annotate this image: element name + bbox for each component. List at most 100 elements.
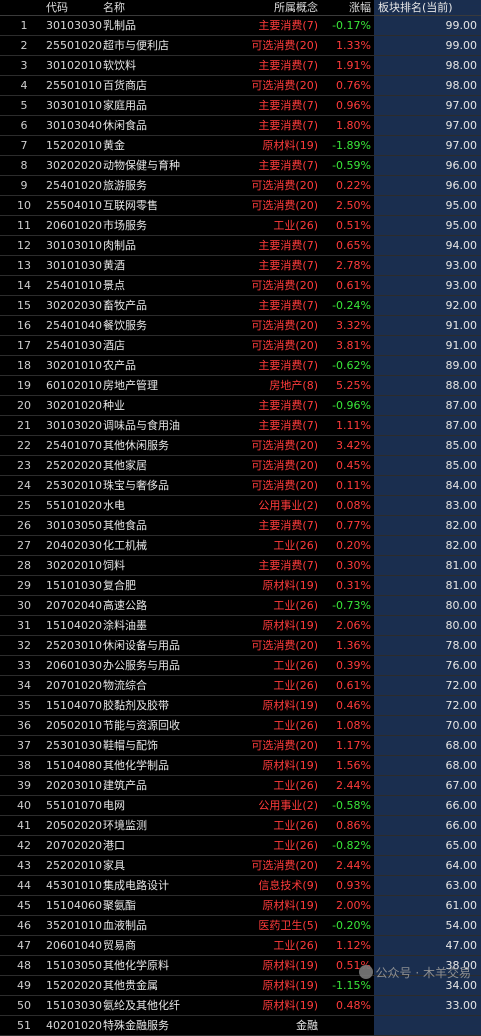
table-row[interactable]: 26 30103050 其他食品 主要消费(7) 0.77% 82.00 (0, 516, 481, 536)
table-row[interactable]: 24 25302010 珠宝与奢侈品 可选消费(20) 0.11% 84.00 (0, 476, 481, 496)
table-row[interactable]: 19 60102010 房地产管理 房地产(8) 5.25% 88.00 (0, 376, 481, 396)
row-category: 可选消费(20) (251, 39, 318, 52)
row-code: 15202020 (46, 979, 102, 992)
header-change[interactable]: 涨幅 (349, 1, 371, 14)
row-index: 1 (20, 19, 28, 32)
table-row[interactable]: 13 30101030 黄酒 主要消费(7) 2.78% 93.00 (0, 256, 481, 276)
table-row[interactable]: 37 25301030 鞋帽与配饰 可选消费(20) 1.17% 68.00 (0, 736, 481, 756)
table-row[interactable]: 7 15202010 黄金 原材料(19) -1.89% 97.00 (0, 136, 481, 156)
table-row[interactable]: 40 55101070 电网 公用事业(2) -0.58% 66.00 (0, 796, 481, 816)
table-row[interactable]: 46 35201010 血液制品 医药卫生(5) -0.20% 54.00 (0, 916, 481, 936)
table-row[interactable]: 50 15103030 氨纶及其他化纤 原材料(19) 0.48% 33.00 (0, 996, 481, 1016)
row-code: 30101030 (46, 259, 102, 272)
row-code: 25401040 (46, 319, 102, 332)
table-row[interactable]: 2 25501020 超市与便利店 可选消费(20) 1.33% 99.00 (0, 36, 481, 56)
header-code[interactable]: 代码 (46, 1, 68, 14)
table-row[interactable]: 35 15104070 胶黏剂及胶带 原材料(19) 0.46% 72.00 (0, 696, 481, 716)
row-category: 公用事业(2) (258, 499, 318, 512)
table-row[interactable]: 38 15104080 其他化学制品 原材料(19) 1.56% 68.00 (0, 756, 481, 776)
table-row[interactable]: 29 15101030 复合肥 原材料(19) 0.31% 81.00 (0, 576, 481, 596)
row-category: 可选消费(20) (251, 179, 318, 192)
row-code: 15104070 (46, 699, 102, 712)
table-row[interactable]: 12 30103010 肉制品 主要消费(7) 0.65% 94.00 (0, 236, 481, 256)
table-row[interactable]: 41 20502020 环境监测 工业(26) 0.86% 66.00 (0, 816, 481, 836)
table-row[interactable]: 15 30202030 畜牧产品 主要消费(7) -0.24% 92.00 (0, 296, 481, 316)
table-row[interactable]: 48 15103050 其他化学原料 原材料(19) 0.51% 38.00 (0, 956, 481, 976)
table-row[interactable]: 32 25203010 休闲设备与用品 可选消费(20) 1.36% 78.00 (0, 636, 481, 656)
row-index: 11 (17, 219, 31, 232)
row-index: 5 (20, 99, 28, 112)
table-row[interactable]: 6 30103040 休闲食品 主要消费(7) 1.80% 97.00 (0, 116, 481, 136)
table-row[interactable]: 31 15104020 涂料油墨 原材料(19) 2.06% 80.00 (0, 616, 481, 636)
row-rank: 82.00 (374, 536, 481, 555)
row-index: 47 (17, 939, 31, 952)
row-code: 25401010 (46, 279, 102, 292)
table-row[interactable]: 9 25401020 旅游服务 可选消费(20) 0.22% 96.00 (0, 176, 481, 196)
row-change: 1.17% (336, 739, 371, 752)
row-rank: 67.00 (374, 776, 481, 795)
table-row[interactable]: 25 55101020 水电 公用事业(2) 0.08% 83.00 (0, 496, 481, 516)
table-row[interactable]: 14 25401010 景点 可选消费(20) 0.61% 93.00 (0, 276, 481, 296)
table-row[interactable]: 33 20601030 办公服务与用品 工业(26) 0.39% 76.00 (0, 656, 481, 676)
table-row[interactable]: 4 25501010 百货商店 可选消费(20) 0.76% 98.00 (0, 76, 481, 96)
row-rank: 82.00 (374, 516, 481, 535)
row-code: 30103050 (46, 519, 102, 532)
row-category: 公用事业(2) (258, 799, 318, 812)
row-category: 主要消费(7) (258, 239, 318, 252)
table-row[interactable]: 22 25401070 其他休闲服务 可选消费(20) 3.42% 85.00 (0, 436, 481, 456)
table-row[interactable]: 28 30202010 饲料 主要消费(7) 0.30% 81.00 (0, 556, 481, 576)
row-index: 2 (20, 39, 28, 52)
row-code: 20402030 (46, 539, 102, 552)
table-row[interactable]: 20 30201020 种业 主要消费(7) -0.96% 87.00 (0, 396, 481, 416)
row-rank: 81.00 (374, 576, 481, 595)
row-change: 3.32% (336, 319, 371, 332)
table-row[interactable]: 34 20701020 物流综合 工业(26) 0.61% 72.00 (0, 676, 481, 696)
header-rank[interactable]: 板块排名(当前) (374, 0, 481, 15)
table-row[interactable]: 1 30103030 乳制品 主要消费(7) -0.17% 99.00 (0, 16, 481, 36)
table-row[interactable]: 49 15202020 其他贵金属 原材料(19) -1.15% 34.00 (0, 976, 481, 996)
table-row[interactable]: 51 40201020 特殊金融服务 金融 (0, 1016, 481, 1036)
table-row[interactable]: 30 20702040 高速公路 工业(26) -0.73% 80.00 (0, 596, 481, 616)
row-rank: 72.00 (374, 676, 481, 695)
table-row[interactable]: 36 20502010 节能与资源回收 工业(26) 1.08% 70.00 (0, 716, 481, 736)
table-row[interactable]: 45 15104060 聚氨酯 原材料(19) 2.00% 61.00 (0, 896, 481, 916)
table-row[interactable]: 5 30301010 家庭用品 主要消费(7) 0.96% 97.00 (0, 96, 481, 116)
row-index: 22 (17, 439, 31, 452)
row-name: 建筑产品 (103, 779, 147, 792)
table-row[interactable]: 21 30103020 调味品与食用油 主要消费(7) 1.11% 87.00 (0, 416, 481, 436)
table-row[interactable]: 47 20601040 贸易商 工业(26) 1.12% 47.00 (0, 936, 481, 956)
table-row[interactable]: 43 25202010 家具 可选消费(20) 2.44% 64.00 (0, 856, 481, 876)
row-category: 可选消费(20) (251, 199, 318, 212)
table-row[interactable]: 23 25202020 其他家居 可选消费(20) 0.45% 85.00 (0, 456, 481, 476)
row-change: 0.39% (336, 659, 371, 672)
table-row[interactable]: 27 20402030 化工机械 工业(26) 0.20% 82.00 (0, 536, 481, 556)
row-index: 15 (17, 299, 31, 312)
table-row[interactable]: 42 20702020 港口 工业(26) -0.82% 65.00 (0, 836, 481, 856)
row-change: -0.62% (332, 359, 371, 372)
table-row[interactable]: 17 25401030 酒店 可选消费(20) 3.81% 91.00 (0, 336, 481, 356)
table-row[interactable]: 3 30102010 软饮料 主要消费(7) 1.91% 98.00 (0, 56, 481, 76)
row-name: 调味品与食用油 (103, 419, 180, 432)
header-category[interactable]: 所属概念 (274, 1, 318, 14)
table-row[interactable]: 10 25504010 互联网零售 可选消费(20) 2.50% 95.00 (0, 196, 481, 216)
row-change: 2.78% (336, 259, 371, 272)
row-name: 鞋帽与配饰 (103, 739, 158, 752)
row-change: 2.00% (336, 899, 371, 912)
table-row[interactable]: 18 30201010 农产品 主要消费(7) -0.62% 89.00 (0, 356, 481, 376)
header-name[interactable]: 名称 (103, 1, 125, 14)
row-category: 工业(26) (273, 659, 318, 672)
row-name: 电网 (103, 799, 125, 812)
row-index: 23 (17, 459, 31, 472)
table-row[interactable]: 44 45301010 集成电路设计 信息技术(9) 0.93% 63.00 (0, 876, 481, 896)
row-category: 工业(26) (273, 679, 318, 692)
row-category: 主要消费(7) (258, 299, 318, 312)
row-rank: 89.00 (374, 356, 481, 375)
table-row[interactable]: 16 25401040 餐饮服务 可选消费(20) 3.32% 91.00 (0, 316, 481, 336)
row-rank: 99.00 (374, 16, 481, 35)
row-change: 0.61% (336, 279, 371, 292)
table-row[interactable]: 8 30202020 动物保健与育种 主要消费(7) -0.59% 96.00 (0, 156, 481, 176)
row-category: 可选消费(20) (251, 859, 318, 872)
table-row[interactable]: 39 20203010 建筑产品 工业(26) 2.44% 67.00 (0, 776, 481, 796)
table-row[interactable]: 11 20601020 市场服务 工业(26) 0.51% 95.00 (0, 216, 481, 236)
row-category: 可选消费(20) (251, 739, 318, 752)
